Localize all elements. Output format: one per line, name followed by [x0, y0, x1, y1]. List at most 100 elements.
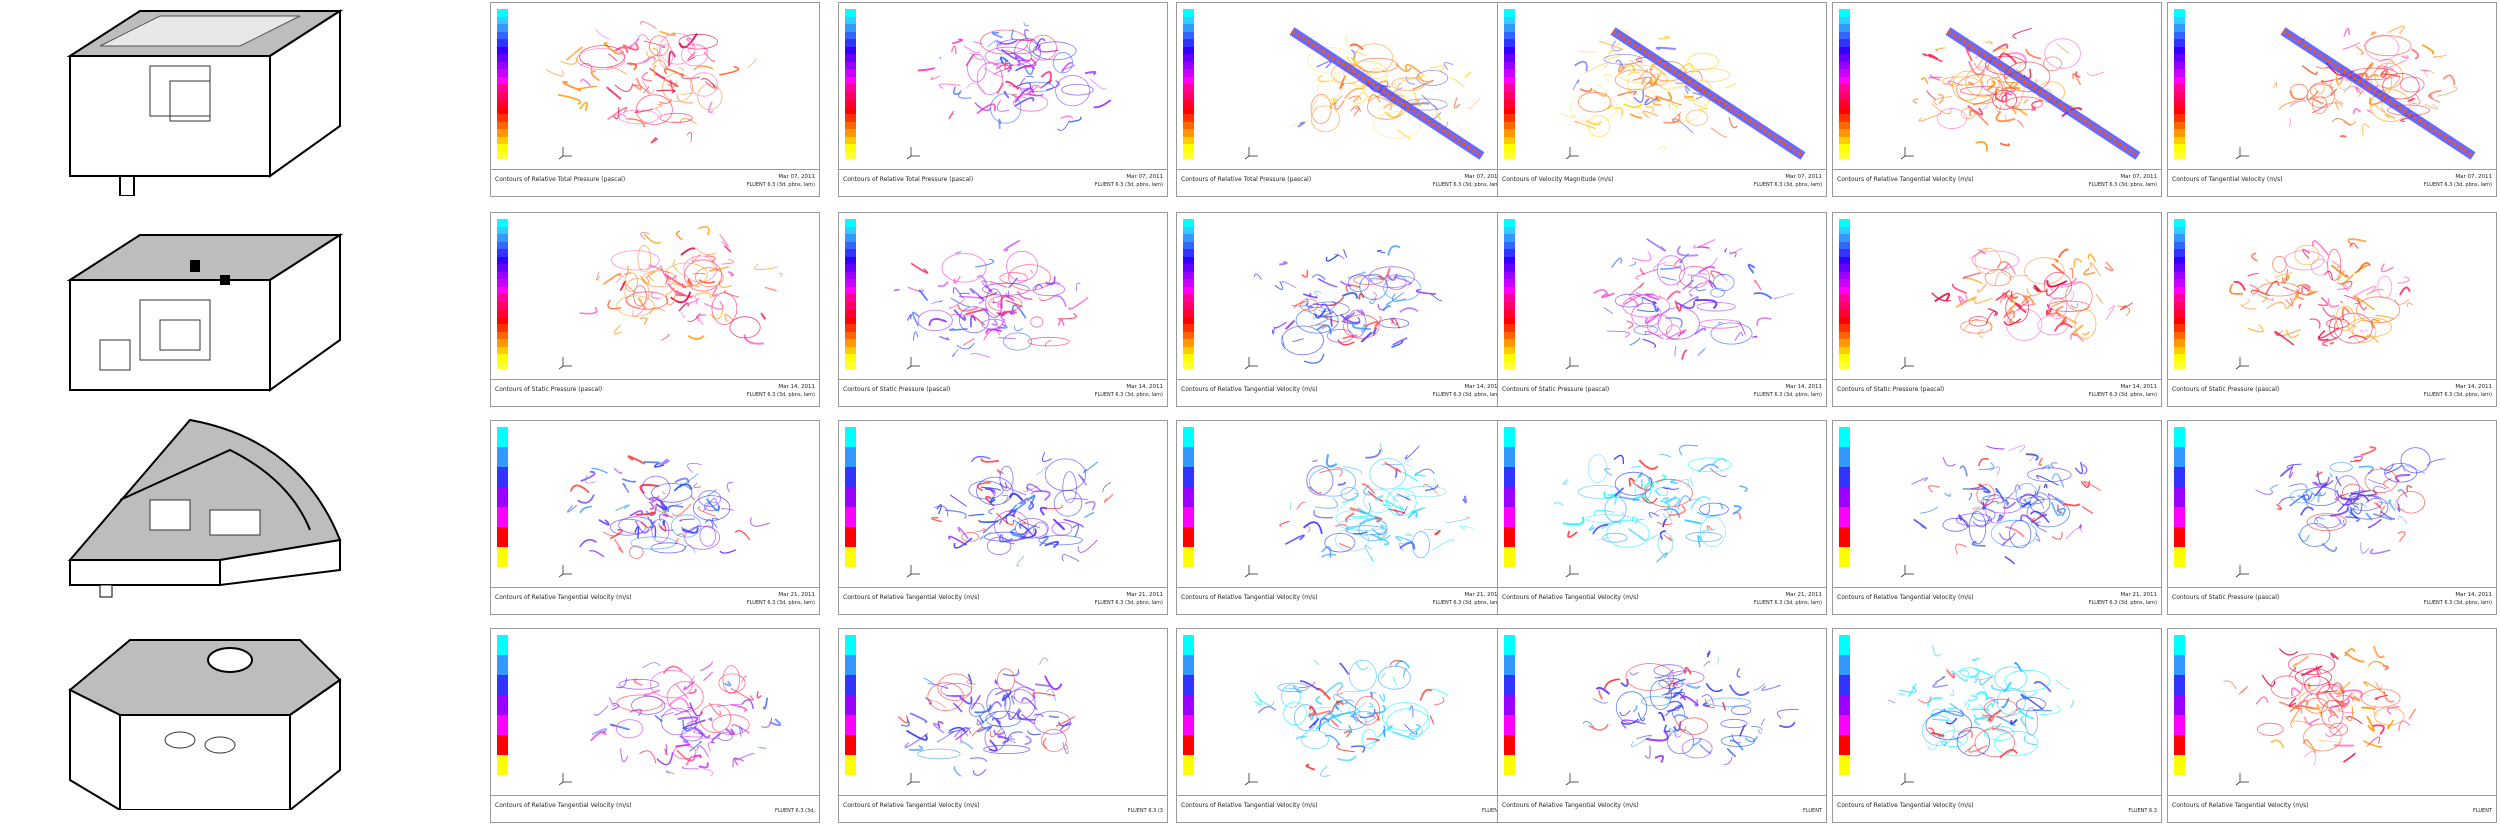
mesh-stroke [707, 717, 713, 722]
colorbar-segment [497, 735, 508, 755]
mesh-stroke [1392, 730, 1416, 741]
colorbar-legend [845, 635, 856, 775]
mesh-stroke [2366, 109, 2374, 115]
mesh-cell [1027, 336, 1070, 347]
mesh-stroke [613, 538, 624, 554]
colorbar-segment [2174, 249, 2185, 257]
mesh-stroke [906, 313, 912, 321]
mesh-stroke [1665, 329, 1687, 340]
mesh-cell [1013, 686, 1036, 704]
colorbar-segment [845, 84, 856, 92]
mesh-stroke [2406, 484, 2413, 492]
mesh-stroke [613, 107, 620, 120]
mesh-stroke [991, 31, 1003, 39]
axes-triad-icon [907, 357, 920, 370]
mesh-stroke [2320, 79, 2334, 83]
colorbar-segment [1504, 219, 1515, 227]
mesh-cell [2015, 482, 2039, 508]
mesh-cell [2329, 462, 2353, 473]
mesh-stroke [2300, 506, 2314, 516]
mesh-stroke [1962, 272, 1981, 279]
mesh-stroke [1958, 295, 1965, 306]
mesh-stroke [2086, 71, 2105, 76]
mesh-cell [1657, 532, 1674, 555]
mesh-stroke [1645, 106, 1655, 113]
mesh-stroke [1696, 504, 1711, 516]
mesh-stroke [1414, 472, 1426, 477]
panel-caption: Contours of Static Pressure (pascal) [1837, 386, 1945, 393]
mesh-stroke [2082, 505, 2094, 514]
mesh-stroke [2373, 501, 2382, 509]
mesh-stroke [660, 458, 671, 466]
axes-triad-icon [907, 147, 920, 160]
mesh-cell [1699, 516, 1726, 548]
mesh-stroke [719, 549, 737, 554]
mesh-stroke [1642, 110, 1659, 119]
mesh-stroke [1672, 721, 1682, 732]
cfd-panel: Contours of Relative Tangential Velocity… [1832, 420, 2162, 615]
panel-footer: Contours of Velocity Magnitude (m/s) Mar … [1498, 169, 1826, 196]
panel-date: Mar 07, 2011 [2120, 174, 2157, 180]
panel-caption: Contours of Relative Tangential Velocity… [1181, 594, 1318, 601]
mesh-stroke [678, 67, 685, 72]
mesh-stroke [2065, 527, 2082, 540]
mesh-stroke [1408, 729, 1423, 738]
colorbar-segment [845, 46, 856, 54]
mesh-stroke [1987, 709, 2002, 722]
colorbar-segment [2174, 339, 2185, 347]
mesh-cell [711, 292, 738, 325]
panel-footer: Contours of Relative Tangential Velocity… [839, 587, 1167, 614]
colorbar-segment [1504, 294, 1515, 302]
mesh-stroke [762, 697, 769, 710]
mesh-stroke [985, 285, 993, 293]
mesh-stroke [642, 56, 656, 63]
colorbar-segment [1183, 301, 1194, 309]
colorbar-segment [497, 144, 508, 152]
mesh-stroke [1459, 525, 1475, 531]
colorbar-legend [2174, 219, 2185, 369]
mesh-stroke [923, 677, 935, 686]
mesh-stroke [1372, 327, 1377, 337]
mesh-stroke [680, 311, 686, 318]
axes-triad-icon [1901, 357, 1914, 370]
mesh-stroke [971, 455, 991, 463]
mesh-stroke [2289, 483, 2308, 494]
mesh-stroke [2288, 666, 2297, 677]
colorbar-segment [1839, 715, 1850, 735]
colorbar-segment [845, 324, 856, 332]
mesh-stroke [651, 59, 668, 69]
mesh-stroke [1340, 313, 1361, 324]
panel-solver: FLUENT 6.3 (3d, pbns, lam) [2088, 182, 2157, 188]
contour-mesh-plot [931, 451, 1114, 567]
mesh-cell [2400, 447, 2431, 474]
mesh-stroke [1002, 494, 1009, 504]
mesh-cell [1283, 701, 1307, 726]
axonometric-model-4 [68, 639, 342, 810]
mesh-cell [1656, 255, 1686, 286]
mesh-stroke [1724, 247, 1728, 253]
mesh-stroke [2309, 318, 2321, 329]
mesh-stroke [640, 232, 650, 240]
mesh-stroke [676, 749, 696, 762]
colorbar-segment [845, 114, 856, 122]
mesh-stroke [2378, 501, 2392, 504]
mesh-stroke [1646, 238, 1667, 252]
mesh-stroke [951, 38, 964, 45]
mesh-cell [1348, 659, 1377, 692]
mesh-stroke [2035, 521, 2048, 533]
colorbar-segment [1183, 84, 1194, 92]
mesh-stroke [2330, 264, 2349, 278]
mesh-stroke [2002, 291, 2014, 303]
mesh-cell [699, 703, 732, 733]
mesh-cell [941, 253, 987, 283]
colorbar-legend [1504, 635, 1515, 775]
mesh-stroke [999, 56, 1009, 65]
colorbar-segment [2174, 39, 2185, 47]
mesh-stroke [2301, 65, 2318, 75]
colorbar-segment [845, 106, 856, 114]
mesh-stroke [975, 258, 994, 268]
mesh-cell [576, 48, 626, 70]
mesh-cell [983, 744, 1030, 755]
mesh-cell [967, 53, 987, 83]
mesh-stroke [1553, 501, 1564, 507]
